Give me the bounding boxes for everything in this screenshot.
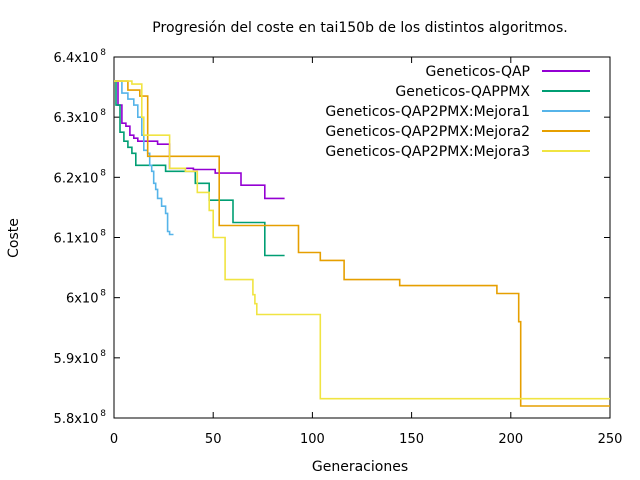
y-tick-exponent: 8: [98, 289, 106, 299]
x-tick-label: 100: [300, 432, 325, 447]
y-axis-title: Coste: [6, 218, 22, 258]
x-tick-label: 50: [205, 432, 222, 447]
x-tick-label: 0: [110, 432, 118, 447]
series-line-1: [114, 80, 285, 200]
legend-label-1: Geneticos-QAP: [426, 64, 531, 80]
y-tick-mantissa: 6.4x10: [54, 51, 99, 66]
legend-label-3: Geneticos-QAP2PMX:Mejora1: [325, 104, 530, 120]
legend: Geneticos-QAP Geneticos-QAPPMX Geneticos-Q…: [325, 64, 590, 160]
y-tick-label: 6.3x10 8: [54, 108, 107, 126]
y-tick-exponent: 8: [98, 168, 106, 178]
series-line-4: [114, 80, 610, 407]
x-tick-label: 150: [399, 432, 424, 447]
y-tick-label: 5.8x10 8: [54, 409, 107, 427]
y-tick-mantissa: 6.1x10: [54, 232, 99, 247]
y-tick-exponent: 8: [98, 48, 106, 58]
x-tick-label: 200: [498, 432, 523, 447]
y-tick-label: 6.4x10 8: [54, 48, 107, 66]
series-line-5: [114, 80, 610, 400]
x-axis-ticks: 0 50 100 150 200 250: [110, 57, 623, 447]
y-tick-mantissa: 5.8x10: [54, 412, 99, 427]
x-axis-title: Generaciones: [312, 459, 408, 475]
legend-label-2: Geneticos-QAPPMX: [395, 84, 530, 100]
y-tick-exponent: 8: [98, 349, 106, 359]
y-tick-label: 6.2x10 8: [54, 168, 107, 186]
y-tick-exponent: 8: [98, 108, 106, 118]
y-tick-mantissa: 5.9x10: [54, 352, 99, 367]
y-tick-mantissa: 6.2x10: [54, 171, 99, 186]
y-tick-label: 6x10 8: [66, 289, 106, 307]
y-tick-exponent: 8: [98, 229, 106, 239]
legend-label-5: Geneticos-QAP2PMX:Mejora3: [325, 144, 530, 160]
series-lines: [114, 80, 610, 407]
y-tick-mantissa: 6x10: [66, 292, 99, 307]
chart-title: Progresión del coste en tai150b de los d…: [152, 20, 567, 36]
series-line-2: [114, 80, 285, 257]
y-tick-mantissa: 6.3x10: [54, 111, 99, 126]
series-line-3: [114, 80, 174, 236]
y-tick-label: 5.9x10 8: [54, 349, 107, 367]
y-tick-label: 6.1x10 8: [54, 229, 107, 247]
y-tick-exponent: 8: [98, 409, 106, 419]
legend-label-4: Geneticos-QAP2PMX:Mejora2: [325, 124, 530, 140]
x-tick-label: 250: [598, 432, 623, 447]
